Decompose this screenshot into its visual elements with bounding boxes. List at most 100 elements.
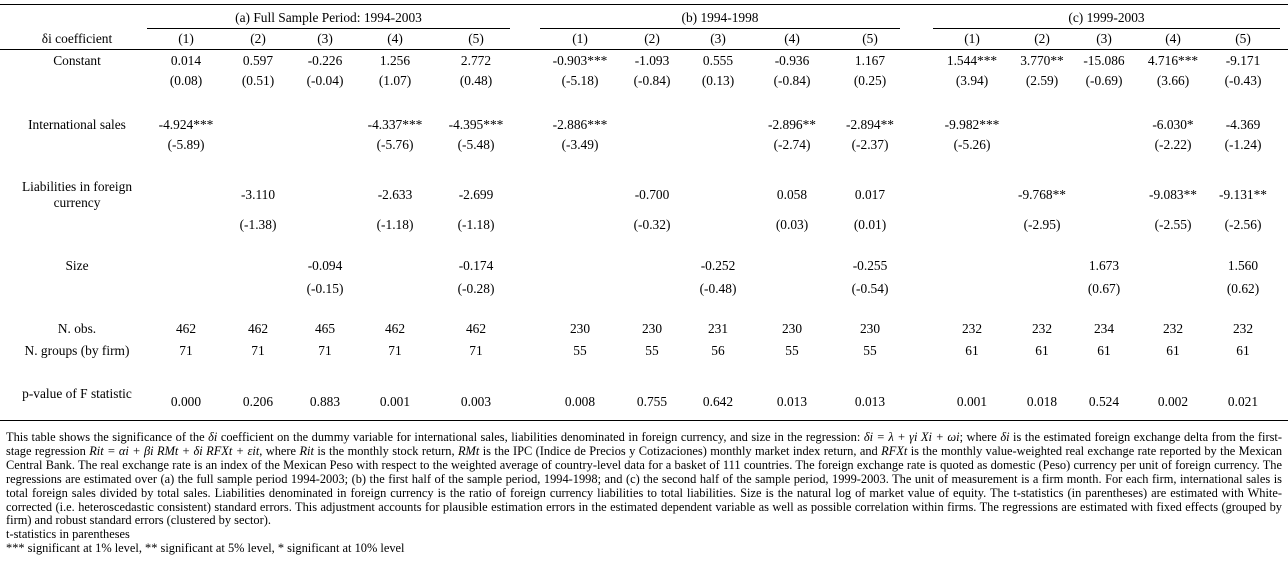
tstat-value: (0.48) [459, 73, 493, 88]
coef-value: -9.982*** [944, 117, 1000, 132]
header-label: δi coefficient [41, 31, 113, 46]
row-label: International sales [28, 117, 126, 132]
pvalue-value: 0.001 [956, 394, 988, 409]
nobs-value: 230 [641, 321, 663, 336]
tstat-value: (-5.89) [167, 137, 205, 152]
coef-value: 0.597 [242, 53, 274, 68]
tstat-value: (3.94) [955, 73, 989, 88]
top-rule [0, 4, 1288, 5]
coef-value: 2.772 [460, 53, 492, 68]
coef-value: -0.252 [700, 258, 736, 273]
tstat-value: (-1.18) [457, 217, 495, 232]
header-rule [0, 49, 1288, 50]
ngroups-value: 71 [388, 343, 402, 358]
coef-value: -9.768** [1018, 187, 1066, 202]
column-header: (3) [1096, 31, 1112, 46]
tstat-value: (0.67) [1087, 281, 1121, 296]
tstat-value: (-0.28) [457, 281, 495, 296]
coef-value: 1.256 [379, 53, 411, 68]
pvalue-value: 0.883 [309, 394, 341, 409]
coef-value: 1.544*** [946, 53, 998, 68]
pvalue-value: 0.642 [702, 394, 734, 409]
table-notes: This table shows the significance of the… [6, 430, 1282, 556]
row-label: Constant [53, 53, 101, 68]
pvalue-value: 0.002 [1157, 394, 1189, 409]
column-header: (5) [862, 31, 878, 46]
tstat-value: (-2.22) [1154, 137, 1192, 152]
ngroups-value: 61 [1097, 343, 1111, 358]
bottom-rule [0, 420, 1288, 421]
column-header: (1) [572, 31, 588, 46]
coef-value: 1.167 [854, 53, 886, 68]
column-header: (2) [644, 31, 660, 46]
pvalue-value: 0.001 [379, 394, 411, 409]
panel-underline [933, 28, 1280, 29]
column-header: (1) [964, 31, 980, 46]
tstat-value: (0.62) [1226, 281, 1260, 296]
coef-value: -0.174 [458, 258, 494, 273]
coef-value: -2.633 [377, 187, 413, 202]
tstat-value: (2.59) [1025, 73, 1059, 88]
ngroups-value: 61 [1236, 343, 1250, 358]
ngroups-value: 71 [318, 343, 332, 358]
tstat-value: (-0.48) [699, 281, 737, 296]
nobs-value: 232 [1031, 321, 1053, 336]
nobs-value: 230 [859, 321, 881, 336]
column-header: (1) [178, 31, 194, 46]
nobs-value: 230 [569, 321, 591, 336]
coef-value: -4.395*** [448, 117, 504, 132]
coef-value: -4.337*** [367, 117, 423, 132]
tstat-value: (0.08) [169, 73, 203, 88]
coef-value: -3.110 [240, 187, 276, 202]
ngroups-value: 55 [645, 343, 659, 358]
nobs-value: 232 [961, 321, 983, 336]
ngroups-value: 61 [1035, 343, 1049, 358]
coef-value: 4.716*** [1147, 53, 1199, 68]
coef-value: -1.093 [634, 53, 670, 68]
coef-value: -6.030* [1152, 117, 1194, 132]
coef-value: -2.896** [768, 117, 816, 132]
nobs-value: 232 [1162, 321, 1184, 336]
tstat-value: (-0.84) [633, 73, 671, 88]
column-header: (3) [710, 31, 726, 46]
notes-tstat: t-statistics in parentheses [6, 527, 130, 542]
tstat-value: (-3.49) [561, 137, 599, 152]
coef-value: -15.086 [1083, 53, 1125, 68]
ngroups-value: 71 [179, 343, 193, 358]
panel-underline [147, 28, 510, 29]
pvalue-label: p-value of F statistic [22, 386, 132, 401]
panel-title: (b) 1994-1998 [681, 10, 759, 25]
pvalue-value: 0.008 [564, 394, 596, 409]
nobs-value: 231 [707, 321, 729, 336]
coef-value: 1.560 [1227, 258, 1259, 273]
tstat-value: (1.07) [378, 73, 412, 88]
tstat-value: (-0.84) [773, 73, 811, 88]
coef-value: -2.894** [846, 117, 894, 132]
tstat-value: (3.66) [1156, 73, 1190, 88]
coef-value: -0.903*** [552, 53, 608, 68]
column-header: (5) [1235, 31, 1251, 46]
tstat-value: (0.03) [775, 217, 809, 232]
ngroups-value: 71 [251, 343, 265, 358]
nobs-label: N. obs. [57, 321, 97, 336]
tstat-value: (-0.32) [633, 217, 671, 232]
tstat-value: (-0.69) [1085, 73, 1123, 88]
coef-value: -4.924*** [158, 117, 214, 132]
coef-value: 0.555 [702, 53, 734, 68]
ngroups-value: 55 [863, 343, 877, 358]
tstat-value: (-2.74) [773, 137, 811, 152]
ngroups-value: 55 [785, 343, 799, 358]
tstat-value: (-5.76) [376, 137, 414, 152]
nobs-value: 234 [1093, 321, 1115, 336]
coef-value: -2.699 [458, 187, 494, 202]
tstat-value: (-0.15) [306, 281, 344, 296]
pvalue-value: 0.000 [170, 394, 202, 409]
nobs-value: 462 [247, 321, 269, 336]
tstat-value: (-1.18) [376, 217, 414, 232]
coef-value: -9.131** [1219, 187, 1267, 202]
tstat-value: (-1.38) [239, 217, 277, 232]
ngroups-label: N. groups (by firm) [24, 343, 130, 358]
coef-value: -4.369 [1225, 117, 1261, 132]
tstat-value: (-0.54) [851, 281, 889, 296]
nobs-value: 462 [384, 321, 406, 336]
